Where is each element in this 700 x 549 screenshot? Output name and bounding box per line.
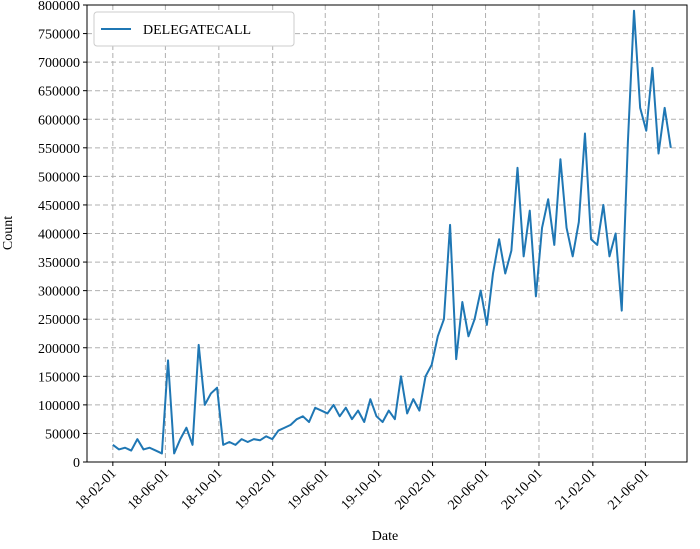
y-tick-label: 400000 (38, 228, 80, 243)
y-tick-label: 500000 (38, 170, 80, 185)
y-tick-label: 250000 (38, 313, 80, 328)
legend-label: DELEGATECALL (143, 23, 251, 38)
plot-frame (86, 4, 688, 463)
y-tick-label: 0 (73, 456, 80, 471)
x-axis-label: Date (372, 529, 398, 544)
x-tick-label: 21-02-01 (553, 466, 600, 513)
y-tick-label: 550000 (38, 142, 80, 157)
y-tick-label: 750000 (38, 28, 80, 43)
y-tick-label: 200000 (38, 342, 80, 357)
x-tick-label: 18-10-01 (179, 466, 226, 513)
x-tick-label: 20-02-01 (392, 466, 439, 513)
data-line (112, 9, 672, 455)
x-tick-label: 20-10-01 (499, 466, 546, 513)
y-tick-label: 50000 (45, 427, 80, 442)
x-tick-label: 20-06-01 (445, 466, 492, 513)
legend-box (93, 11, 295, 47)
y-axis-label: Count (1, 216, 16, 250)
y-tick-label: 800000 (38, 0, 80, 14)
y-tick-label: 350000 (38, 256, 80, 271)
x-tick-label: 21-06-01 (605, 466, 652, 513)
y-tick-label: 300000 (38, 285, 80, 300)
y-tick-label: 600000 (38, 113, 80, 128)
y-tick-label: 100000 (38, 399, 80, 414)
y-tick-label: 650000 (38, 85, 80, 100)
y-tick-label: 700000 (38, 56, 80, 71)
x-tick-label: 19-02-01 (233, 466, 280, 513)
x-tick-label: 19-06-01 (285, 466, 332, 513)
x-tick-label: 18-02-01 (73, 466, 120, 513)
y-tick-label: 150000 (38, 370, 80, 385)
y-tick-label: 450000 (38, 199, 80, 214)
x-tick-label: 19-10-01 (339, 466, 386, 513)
x-tick-label: 18-06-01 (125, 466, 172, 513)
